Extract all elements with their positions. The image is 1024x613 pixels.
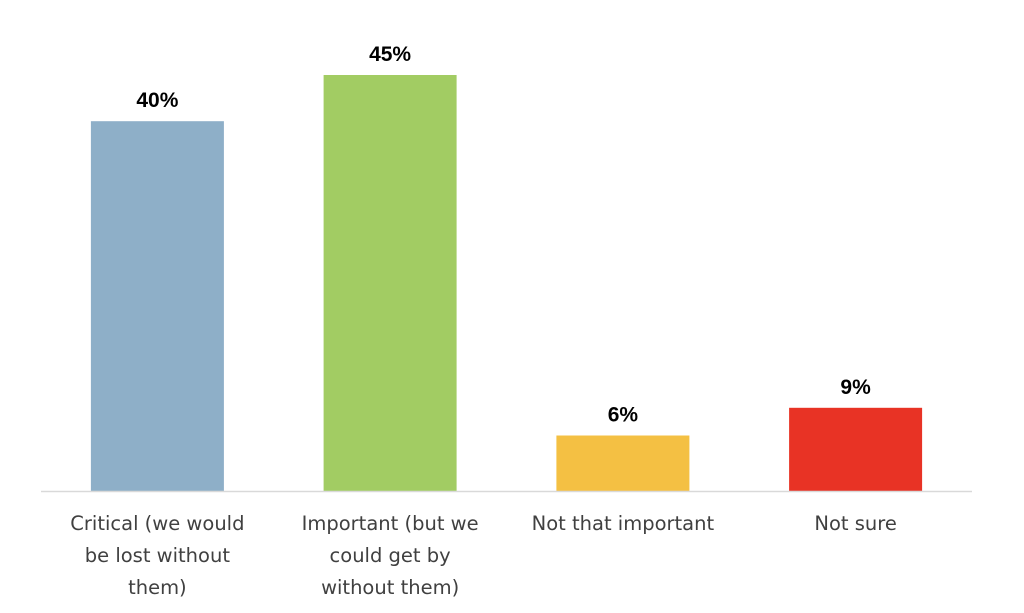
category-label-line: Not sure	[814, 512, 897, 535]
data-label-important: 45%	[369, 43, 411, 66]
category-label-critical: Critical (we would be lost without them)	[41, 508, 273, 604]
data-label-critical: 40%	[136, 89, 178, 112]
category-label-important: Important (but we could get by without t…	[274, 508, 506, 604]
category-label-line: without them)	[321, 576, 460, 599]
bars-group	[90, 75, 923, 491]
bar-important	[323, 75, 457, 491]
data-label-not-that-important: 6%	[608, 404, 639, 427]
category-label-line: them)	[128, 576, 187, 599]
category-label-line: Not that important	[531, 512, 715, 535]
category-label-line: Critical (we would	[70, 512, 245, 535]
category-label-line: Important (but we	[301, 512, 479, 535]
bar-critical	[90, 121, 224, 491]
bar-not-that-important	[556, 435, 690, 491]
data-label-not-sure: 9%	[840, 376, 871, 399]
category-label-line: could get by	[329, 544, 451, 567]
category-label-not-that-important: Not that important	[507, 508, 739, 540]
data-labels-group: 40% 45% 6% 9%	[136, 43, 871, 427]
bar-not-sure	[789, 407, 923, 491]
category-label-not-sure: Not sure	[740, 508, 972, 540]
category-label-line: be lost without	[84, 544, 230, 567]
